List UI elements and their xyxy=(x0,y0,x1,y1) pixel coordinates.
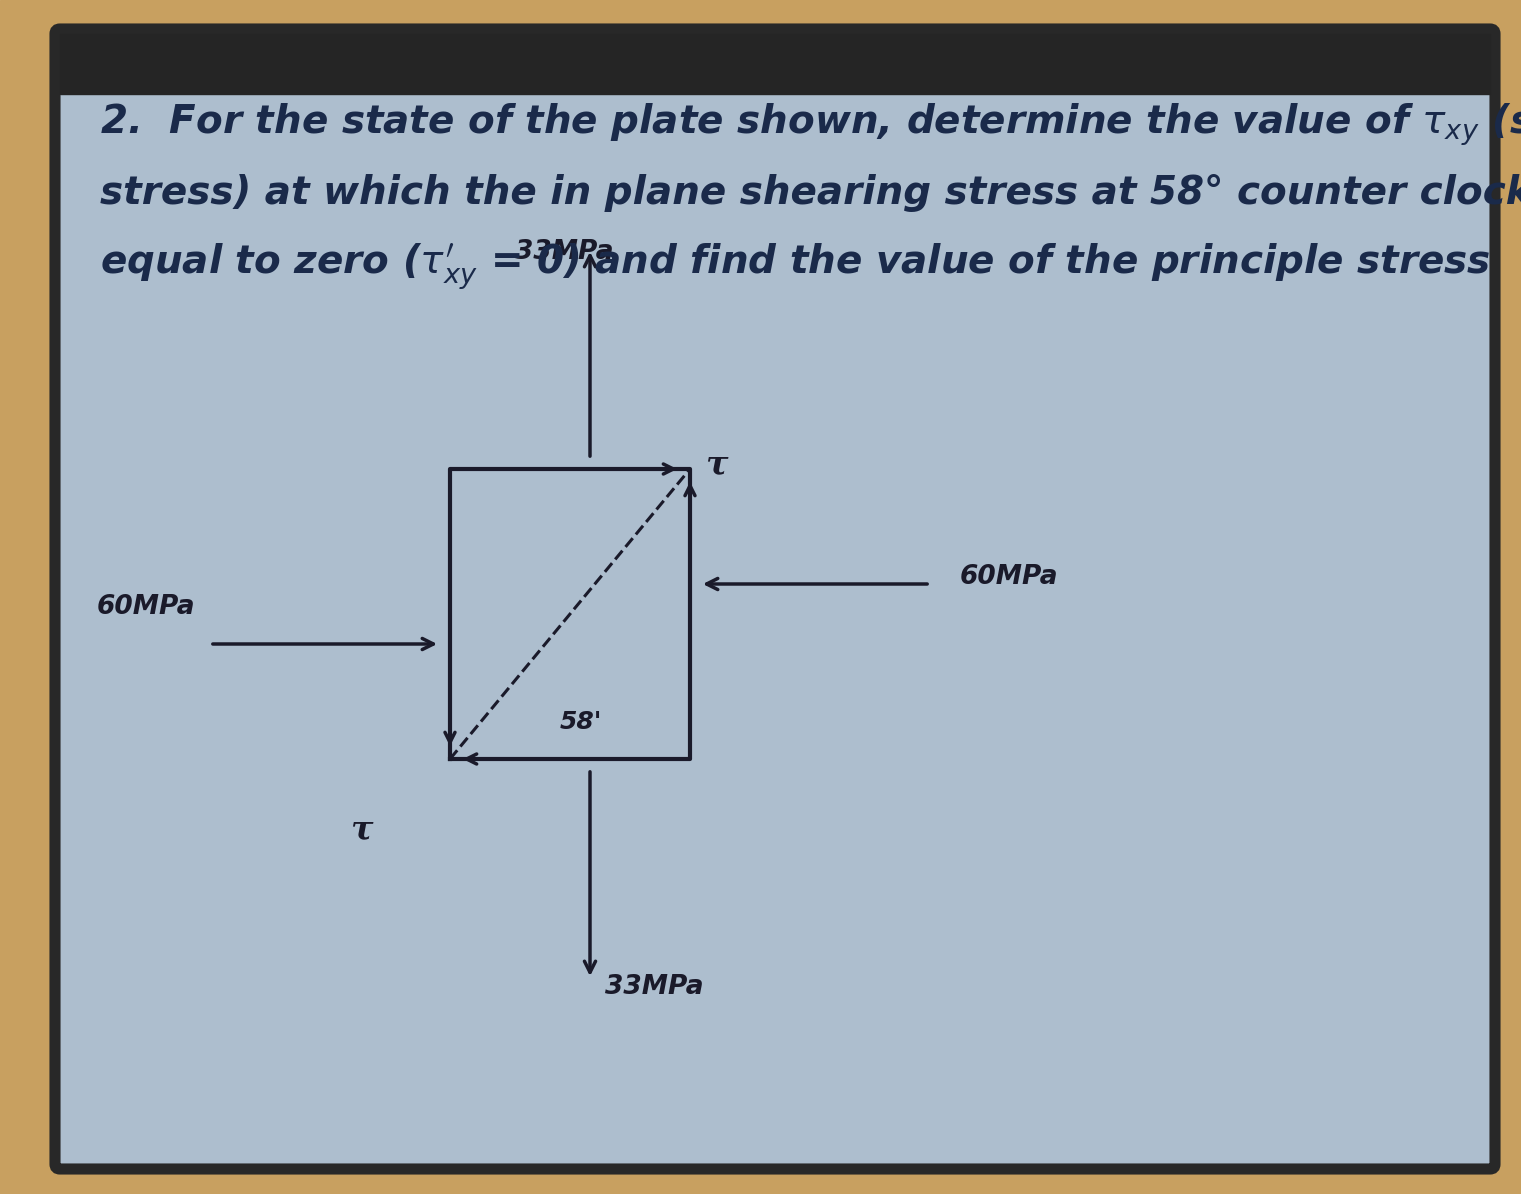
Text: stress) at which the in plane shearing stress at 58° counter clockwise is: stress) at which the in plane shearing s… xyxy=(100,174,1521,213)
Text: 58': 58' xyxy=(560,710,602,734)
Text: 60MPa: 60MPa xyxy=(96,593,195,620)
Text: τ: τ xyxy=(350,813,373,847)
Text: τ: τ xyxy=(706,448,727,481)
Text: 60MPa: 60MPa xyxy=(960,564,1059,590)
Text: equal to zero ($\tau_{xy}'$ = 0) and find the value of the principle stress: equal to zero ($\tau_{xy}'$ = 0) and fin… xyxy=(100,241,1491,293)
Text: 33MPa: 33MPa xyxy=(605,974,704,1001)
FancyBboxPatch shape xyxy=(55,29,1495,1169)
Bar xyxy=(59,33,1491,94)
Text: 2.  For the state of the plate shown, determine the value of $\tau_{xy}$ (sheari: 2. For the state of the plate shown, det… xyxy=(100,101,1521,148)
Text: 33MPa: 33MPa xyxy=(516,239,613,265)
